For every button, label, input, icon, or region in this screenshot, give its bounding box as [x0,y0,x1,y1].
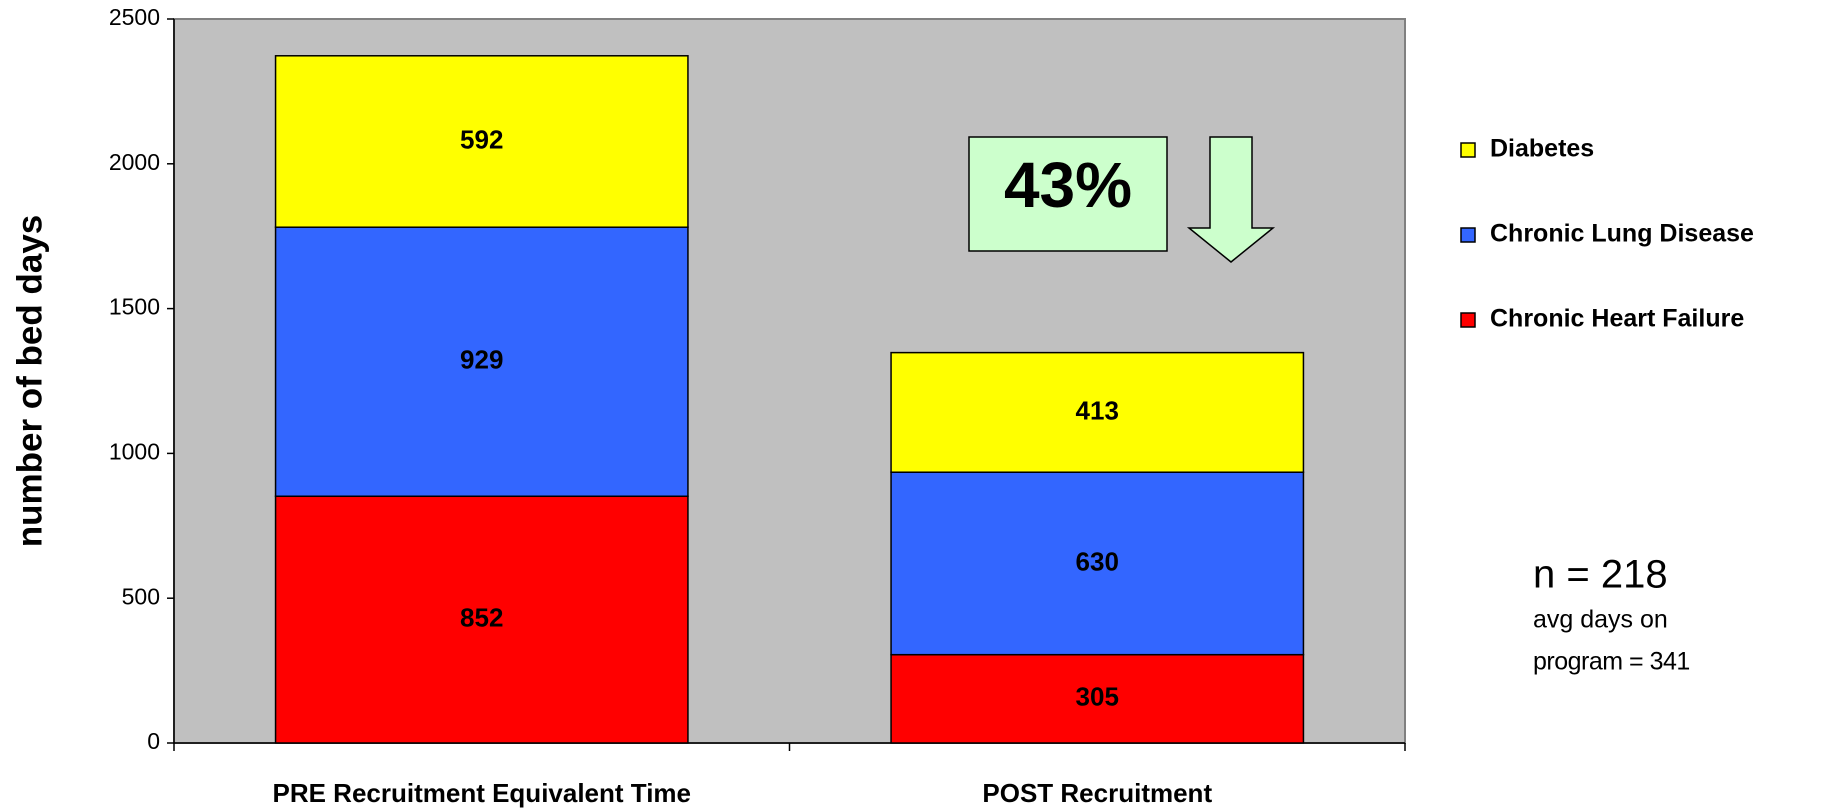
y-axis-label: number of bed days [10,215,49,548]
x-tick-label: PRE Recruitment Equivalent Time [272,778,691,808]
data-label: 305 [1076,682,1119,712]
annotation-box [968,136,1168,252]
data-label: 929 [460,345,503,375]
bar-segment [890,351,1305,473]
y-tick-label: 2000 [109,149,160,175]
data-label: 630 [1076,546,1119,576]
annotation: avg days on [1533,606,1668,634]
y-tick-label: 1500 [109,294,160,320]
bar-segment [274,55,689,228]
down-arrow [1186,136,1276,263]
x-tick-label: POST Recruitment [982,778,1212,808]
legend-swatch [1460,312,1476,328]
annotation: 43% [1004,149,1132,221]
bar-segment [890,471,1305,656]
bar-segment [274,495,689,744]
data-label: 852 [460,603,503,633]
y-tick-label: 2500 [109,4,160,30]
legend-label: Diabetes [1490,135,1594,163]
legend-swatch [1460,142,1476,158]
y-tick-label: 500 [122,583,160,609]
legend-swatch [1460,227,1476,243]
legend-label: Chronic Lung Disease [1490,220,1754,248]
y-tick-label: 0 [147,728,160,754]
annotation: n = 218 [1533,553,1668,597]
bar-segment [890,653,1305,744]
legend-label: Chronic Heart Failure [1490,305,1744,333]
y-tick-label: 1000 [109,438,160,464]
data-label: 413 [1076,395,1119,425]
annotation: program = 341 [1533,648,1690,676]
data-label: 592 [460,124,503,154]
